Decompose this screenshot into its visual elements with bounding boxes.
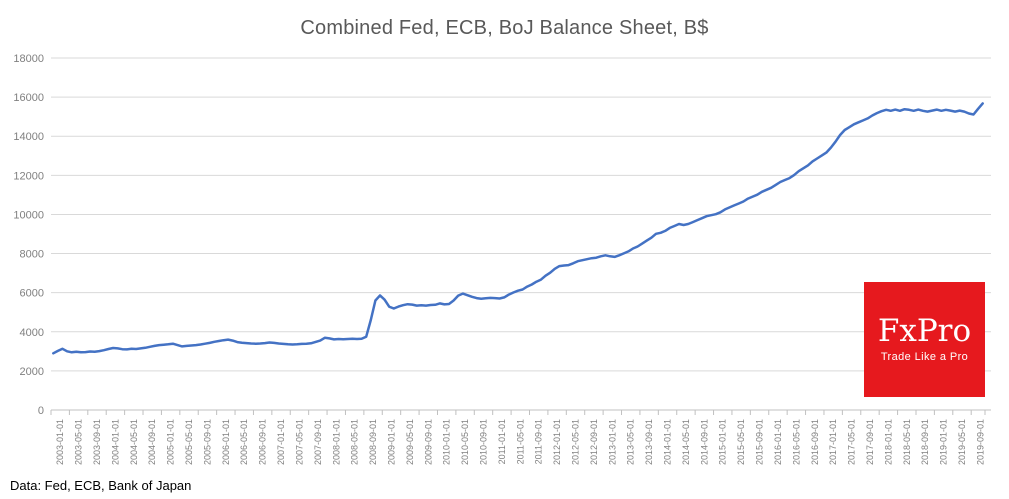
x-tick-label: 2014-01-01 xyxy=(663,419,673,465)
x-tick-label: 2005-09-01 xyxy=(202,419,212,465)
y-tick-label: 4000 xyxy=(20,327,44,339)
x-tick-label: 2006-05-01 xyxy=(239,419,249,465)
x-tick-label: 2010-01-01 xyxy=(442,419,452,465)
y-tick-label: 14000 xyxy=(13,131,44,143)
y-tick-label: 2000 xyxy=(20,366,44,378)
y-tick-label: 12000 xyxy=(13,170,44,182)
x-tick-label: 2010-05-01 xyxy=(460,419,470,465)
y-axis-labels: 0 2000 4000 6000 8000 10000 12000 14000 16000 180… xyxy=(13,53,44,417)
x-tick-label: 2009-01-01 xyxy=(386,419,396,465)
x-tick-label: 2019-01-01 xyxy=(939,419,949,465)
x-tick-label: 2011-05-01 xyxy=(515,419,525,464)
x-tick-label: 2005-01-01 xyxy=(166,419,176,465)
y-tick-label: 18000 xyxy=(13,53,44,65)
x-tick-label: 2011-09-01 xyxy=(534,419,544,464)
x-tick-label: 2003-09-01 xyxy=(92,419,102,465)
x-tick-label: 2018-09-01 xyxy=(920,419,930,465)
x-tick-label: 2005-05-01 xyxy=(184,419,194,465)
y-tick-label: 6000 xyxy=(20,288,44,300)
x-tick-label: 2010-09-01 xyxy=(478,419,488,465)
balance-sheet-series-line xyxy=(52,102,984,355)
x-tick-label: 2011-01-01 xyxy=(497,419,507,464)
x-tick-label: 2006-09-01 xyxy=(258,419,268,465)
x-tick-label: 2003-01-01 xyxy=(55,419,65,465)
x-tick-label: 2017-09-01 xyxy=(865,419,875,465)
x-axis-labels: 2003-01-01 2003-05-01 2003-09-01 2004-01-01… xyxy=(55,419,985,465)
source-note: Data: Fed, ECB, Bank of Japan xyxy=(10,478,192,493)
x-tick-label: 2008-01-01 xyxy=(331,419,341,465)
x-tick-label: 2009-05-01 xyxy=(405,419,415,465)
x-tick-label: 2019-09-01 xyxy=(975,419,985,465)
x-tick-label: 2019-05-01 xyxy=(957,419,967,465)
fxpro-logo: FxPro Trade Like a Pro xyxy=(864,282,985,397)
y-tick-label: 10000 xyxy=(13,209,44,221)
x-tick-label: 2013-09-01 xyxy=(644,419,654,465)
x-tick-label: 2012-05-01 xyxy=(571,419,581,465)
x-tick-label: 2017-05-01 xyxy=(847,419,857,465)
x-tick-label: 2012-09-01 xyxy=(589,419,599,465)
x-tick-label: 2015-05-01 xyxy=(736,419,746,465)
x-tick-label: 2016-05-01 xyxy=(791,419,801,465)
x-tick-label: 2012-01-01 xyxy=(552,419,562,465)
x-tick-label: 2007-01-01 xyxy=(276,419,286,465)
x-tick-label: 2014-09-01 xyxy=(699,419,709,465)
x-tick-label: 2018-01-01 xyxy=(883,419,893,465)
x-tick-label: 2016-01-01 xyxy=(773,419,783,465)
x-tick-label: 2008-09-01 xyxy=(368,419,378,465)
fxpro-logo-tagline: Trade Like a Pro xyxy=(880,351,969,363)
x-tick-label: 2004-09-01 xyxy=(147,419,157,465)
y-tick-label: 16000 xyxy=(13,92,44,104)
x-tick-label: 2007-09-01 xyxy=(313,419,323,465)
y-tick-label: 8000 xyxy=(20,249,44,261)
x-tick-label: 2016-09-01 xyxy=(810,419,820,465)
x-tick-label: 2009-09-01 xyxy=(423,419,433,465)
x-tick-label: 2017-01-01 xyxy=(828,419,838,465)
x-tick-label: 2015-01-01 xyxy=(718,419,728,465)
x-tick-label: 2004-01-01 xyxy=(110,419,120,465)
x-tick-label: 2004-05-01 xyxy=(129,419,139,465)
x-tick-label: 2003-05-01 xyxy=(74,419,84,465)
x-tick-label: 2015-09-01 xyxy=(755,419,765,465)
x-tick-label: 2013-05-01 xyxy=(626,419,636,465)
x-tick-label: 2013-01-01 xyxy=(607,419,617,465)
x-tick-label: 2007-05-01 xyxy=(294,419,304,465)
x-axis xyxy=(50,409,991,415)
fxpro-logo-wordmark: FxPro xyxy=(877,313,972,349)
x-tick-label: 2018-05-01 xyxy=(902,419,912,465)
x-tick-label: 2006-01-01 xyxy=(221,419,231,465)
y-tick-label: 0 xyxy=(38,405,44,417)
x-tick-label: 2014-05-01 xyxy=(681,419,691,465)
x-tick-label: 2008-05-01 xyxy=(350,419,360,465)
gridlines xyxy=(51,57,991,411)
chart-title: Combined Fed, ECB, BoJ Balance Sheet, B$ xyxy=(300,17,709,39)
